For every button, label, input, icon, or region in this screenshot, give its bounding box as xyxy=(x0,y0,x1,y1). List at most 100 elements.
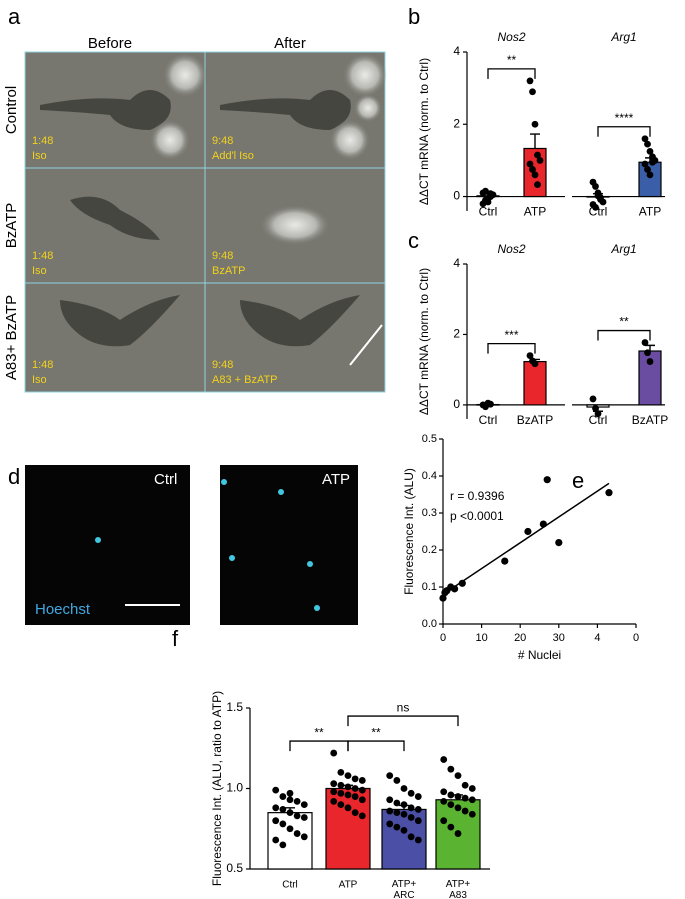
data-point xyxy=(330,797,338,805)
timestamp: 9:48 xyxy=(212,250,233,262)
timestamp: 1:48 xyxy=(32,359,53,371)
data-point xyxy=(293,812,301,820)
data-point xyxy=(386,820,394,828)
image-label: Ctrl xyxy=(154,471,177,488)
column-label: After xyxy=(274,35,306,52)
data-point xyxy=(351,793,359,800)
data-point xyxy=(605,489,613,497)
data-point xyxy=(468,810,476,818)
data-point xyxy=(407,789,415,797)
data-point xyxy=(454,830,462,837)
data-point xyxy=(526,77,534,85)
y-tick-label: 0 xyxy=(453,189,460,203)
significance-label: ** xyxy=(507,53,517,67)
y-tick-label: 0 xyxy=(453,397,460,411)
x-tick-label: BzATP xyxy=(632,413,668,427)
data-point xyxy=(461,807,469,815)
data-point xyxy=(414,817,422,825)
data-point xyxy=(393,799,401,807)
error-bar xyxy=(483,403,493,405)
error-bar xyxy=(593,407,603,412)
data-point xyxy=(351,785,359,792)
nuclei xyxy=(95,479,320,611)
data-point xyxy=(641,160,649,168)
data-point xyxy=(344,772,352,780)
data-point xyxy=(536,157,544,164)
data-point xyxy=(646,358,654,365)
data-point xyxy=(351,809,359,817)
fluorescence-image xyxy=(220,465,358,625)
data-point xyxy=(529,88,536,96)
data-point xyxy=(439,594,447,602)
subplot-title: Arg1 xyxy=(610,30,636,44)
data-point xyxy=(386,796,394,804)
data-point xyxy=(272,836,280,844)
data-point xyxy=(592,203,599,211)
significance-label: ns xyxy=(397,700,410,714)
subplot-title: Arg1 xyxy=(610,242,636,256)
significance-bracket xyxy=(597,329,651,341)
data-point xyxy=(461,794,469,802)
data-point xyxy=(589,395,597,403)
data-point xyxy=(330,788,338,796)
data-point xyxy=(279,820,287,828)
data-point xyxy=(358,812,366,820)
annotation: p <0.0001 xyxy=(450,509,504,523)
significance-bracket xyxy=(487,342,536,354)
y-tick-label: 0.5 xyxy=(422,433,437,445)
micrograph-grid xyxy=(24,51,387,393)
data-point xyxy=(447,791,455,799)
data-point xyxy=(414,806,422,813)
data-point xyxy=(400,810,408,818)
row-label: A83+ BzATP xyxy=(3,295,20,380)
annotation: r = 0.9396 xyxy=(450,489,505,503)
y-axis-label: ΔΔCT mRNA (norm. to Ctrl) xyxy=(417,268,431,415)
panel-letter: a xyxy=(8,4,21,29)
data-point xyxy=(447,801,455,808)
panel-letter: e xyxy=(572,468,584,493)
panel-letter: b xyxy=(408,4,420,29)
y-tick-label: 1.5 xyxy=(226,700,243,714)
significance-label: ** xyxy=(619,315,629,329)
error-bar xyxy=(530,358,540,362)
data-point xyxy=(534,151,541,159)
timestamp: BzATP xyxy=(212,265,245,277)
significance-bracket xyxy=(487,68,536,79)
data-point xyxy=(344,791,352,799)
cells xyxy=(40,90,360,347)
data-point xyxy=(526,352,534,359)
data-point xyxy=(386,772,394,780)
data-point xyxy=(454,772,462,780)
significance-bracket xyxy=(347,715,459,727)
data-point xyxy=(414,793,422,800)
data-point xyxy=(641,339,649,346)
data-point xyxy=(386,807,394,815)
data-point xyxy=(592,405,599,412)
timestamp: A83 + BzATP xyxy=(212,374,278,386)
subplot-title: Nos2 xyxy=(497,30,525,44)
data-point xyxy=(468,796,476,804)
data-point xyxy=(400,785,408,792)
row-label: BzATP xyxy=(3,203,20,249)
data-point xyxy=(468,785,476,792)
significance-bracket xyxy=(597,126,651,137)
y-axis-label: Fluorescence Int. (ALU) xyxy=(402,468,416,595)
label-line: ARC xyxy=(393,890,414,899)
bar xyxy=(523,360,547,406)
data-point xyxy=(531,171,539,179)
data-point xyxy=(400,801,408,808)
data-point xyxy=(458,579,466,587)
data-point xyxy=(644,166,651,173)
error-bar xyxy=(343,784,353,789)
y-tick-label: 0.2 xyxy=(422,544,437,556)
significance-label: ** xyxy=(314,725,324,739)
error-bar xyxy=(399,804,409,810)
data-point xyxy=(330,749,338,757)
fluorescence-image xyxy=(25,465,190,625)
data-point xyxy=(272,817,280,825)
data-point xyxy=(450,585,459,593)
stain-label: Hoechst xyxy=(35,601,91,618)
row-label: Control xyxy=(3,86,20,134)
data-point xyxy=(531,120,539,128)
